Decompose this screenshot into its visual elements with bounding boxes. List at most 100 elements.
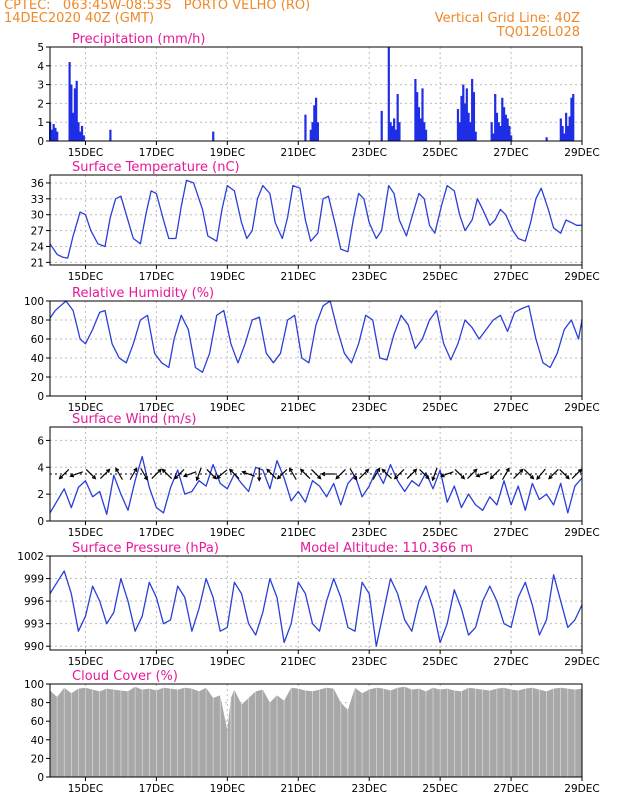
wind-arrow xyxy=(501,468,510,480)
wind-xtick-label: 29DEC xyxy=(564,527,599,539)
cloud-xtick-label: 23DEC xyxy=(351,783,386,795)
temp-xtick-label: 25DEC xyxy=(422,271,457,283)
pres-ytick-label: 999 xyxy=(24,574,44,586)
cloud-xtick-label: 19DEC xyxy=(210,783,245,795)
cloud-ytick-label: 0 xyxy=(37,772,44,784)
wind-arrow xyxy=(59,468,70,480)
precip-ytick-label: 0 xyxy=(37,136,44,148)
temp-frame xyxy=(49,174,583,266)
wind-arrow-head xyxy=(69,473,75,478)
wind-xtick-label: 19DEC xyxy=(210,527,245,539)
wind-arrow xyxy=(115,468,123,480)
rh-ytick-label: 0 xyxy=(37,391,44,403)
precip-bar xyxy=(472,92,476,141)
wind-arrow xyxy=(559,468,570,480)
wind-arrow-head xyxy=(182,473,188,478)
wind-arrow-head xyxy=(106,468,111,473)
pres-ytick-label: 1002 xyxy=(17,551,44,563)
cloud-ytick-label: 100 xyxy=(24,679,44,691)
wind-arrow xyxy=(206,468,217,480)
wind-arrow xyxy=(174,468,185,480)
precip-bar xyxy=(419,118,422,141)
precip-bar xyxy=(424,129,428,141)
wind-arrow-head xyxy=(519,468,524,473)
pres-annotation: Model Altitude: 110.366 m xyxy=(300,541,473,556)
wind-arrow-head xyxy=(376,467,381,472)
wind-arrow-head xyxy=(320,471,326,477)
precip-bar xyxy=(77,122,80,141)
precip-bar xyxy=(389,122,392,141)
precip-xtick-label: 19DEC xyxy=(210,147,245,159)
wind-arrow-head xyxy=(266,468,271,473)
wind-arrow-head xyxy=(173,475,179,480)
cloud-xtick-label: 27DEC xyxy=(493,783,528,795)
temp-xtick-label: 27DEC xyxy=(493,271,528,283)
pres-xtick-label: 29DEC xyxy=(564,656,599,668)
wind-arrow xyxy=(536,468,546,480)
precip-bar xyxy=(313,105,316,141)
precip-bar xyxy=(499,125,502,141)
precip-bar xyxy=(50,129,53,141)
wind-arrow-head xyxy=(425,475,430,480)
precip-bar xyxy=(467,112,470,141)
wind-arrow xyxy=(99,468,110,480)
precip-ytick-label: 5 xyxy=(37,42,44,54)
precip-bar xyxy=(508,125,511,141)
precip-bar xyxy=(416,92,419,141)
wind-arrow-head xyxy=(489,475,495,480)
precip-bar xyxy=(311,122,314,141)
precip-bar xyxy=(79,131,82,141)
cloud-frame xyxy=(49,683,583,778)
wind-arrow xyxy=(454,468,465,480)
precip-bar xyxy=(563,133,566,141)
wind-xtick-label: 23DEC xyxy=(351,527,386,539)
wind-arrow-head xyxy=(412,468,418,473)
wind-ytick-label: 4 xyxy=(37,462,44,474)
cloud-ytick-label: 60 xyxy=(31,716,44,728)
precip-bar xyxy=(396,94,399,141)
wind-ytick-label: 0 xyxy=(37,516,44,528)
pres-xtick-label: 27DEC xyxy=(493,656,528,668)
precip-bar xyxy=(212,131,215,141)
wind-arrow-head xyxy=(91,475,97,480)
precip-bar xyxy=(474,131,477,141)
wind-arrow-head xyxy=(115,467,120,472)
wind-arrow xyxy=(523,468,534,480)
precip-bar xyxy=(561,125,564,141)
wind-arrow xyxy=(70,471,83,477)
rh-series-line xyxy=(49,300,583,373)
temp-xtick-label: 19DEC xyxy=(210,271,245,283)
pres-xtick-label: 25DEC xyxy=(422,656,457,668)
wind-arrow xyxy=(349,468,358,480)
wind-arrow-head xyxy=(161,468,166,473)
precip-title: Precipitation (mm/h) xyxy=(72,32,205,47)
temp-ytick-label: 21 xyxy=(31,257,44,269)
precip-bar xyxy=(506,118,509,141)
wind-arrow-head xyxy=(353,476,358,481)
wind-xtick-label: 21DEC xyxy=(281,527,316,539)
wind-arrow-head xyxy=(473,468,478,473)
precip-bar xyxy=(68,62,71,141)
temp-ytick-label: 33 xyxy=(31,194,44,206)
wind-arrow xyxy=(548,468,559,480)
wind-arrow xyxy=(335,468,346,480)
wind-ytick-label: 2 xyxy=(37,489,44,501)
precip-frame xyxy=(49,46,583,142)
wind-arrow-head xyxy=(157,468,162,473)
wind-arrow-head xyxy=(565,475,570,480)
precip-xtick-label: 21DEC xyxy=(281,147,316,159)
wind-ytick-label: 6 xyxy=(37,435,44,447)
precip-bar xyxy=(315,97,318,141)
header-grid-line: Vertical Grid Line: 40Z xyxy=(434,11,580,26)
pres-ytick-label: 990 xyxy=(24,641,44,653)
wind-arrow-head xyxy=(460,475,466,480)
precip-bar xyxy=(566,125,570,141)
temp-ytick-label: 27 xyxy=(31,226,44,238)
wind-xtick-label: 15DEC xyxy=(68,527,103,539)
wind-arrow-head xyxy=(335,475,340,480)
rh-ytick-label: 20 xyxy=(31,372,44,384)
precip-bar xyxy=(304,114,307,141)
cloud-ytick-label: 80 xyxy=(31,698,44,710)
rh-title: Relative Humidity (%) xyxy=(72,286,214,301)
wind-arrow xyxy=(277,468,288,480)
